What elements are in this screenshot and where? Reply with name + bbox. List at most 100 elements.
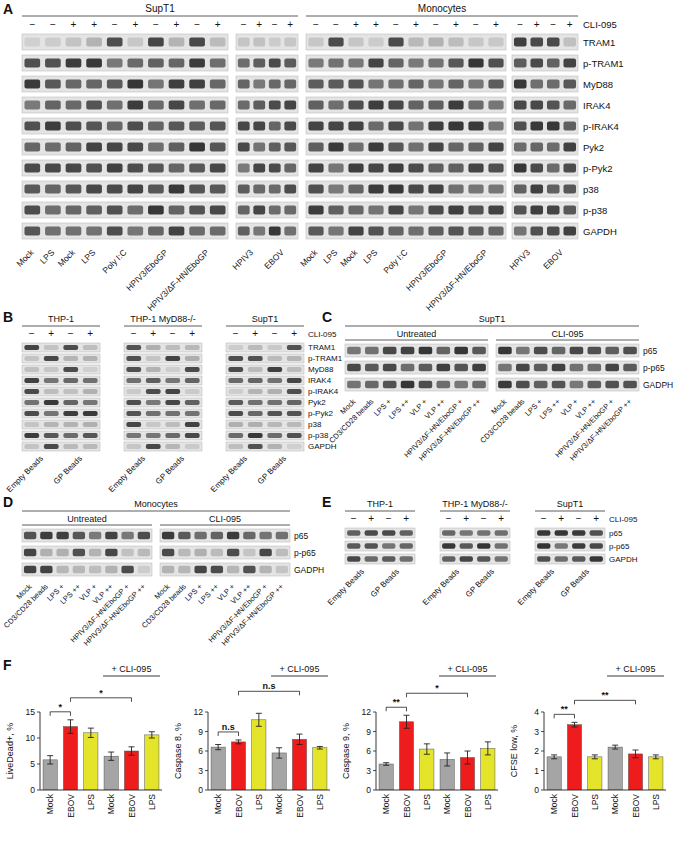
blot-band — [547, 164, 560, 173]
bar — [292, 739, 306, 790]
blot-band — [243, 566, 255, 573]
lane-label: Mock — [55, 247, 77, 269]
blot-band — [267, 356, 282, 361]
blot-band — [45, 164, 61, 173]
blot-band — [514, 101, 527, 110]
blot-band — [185, 400, 200, 405]
blot-band — [383, 347, 397, 354]
treatment-sign: − — [541, 513, 547, 524]
blot-band — [148, 59, 164, 68]
y-axis-label: CFSE low, % — [509, 725, 519, 778]
y-tick — [541, 712, 544, 713]
significance-label: n.s — [222, 722, 235, 732]
blot-band — [146, 411, 161, 416]
y-tick — [373, 731, 376, 732]
blot-band — [253, 122, 265, 131]
y-tick — [205, 751, 208, 752]
y-tick — [205, 770, 208, 771]
blot-band — [328, 227, 343, 236]
blot-band — [530, 101, 543, 110]
blot-band — [73, 532, 85, 539]
blot-band — [563, 185, 576, 194]
title-rule — [345, 326, 639, 327]
blot-band — [189, 122, 205, 131]
lane-label: Empty Beads — [421, 567, 461, 607]
y-tick-label: 10 — [26, 733, 36, 743]
treatment-sign: + — [498, 513, 504, 524]
blot-band — [448, 227, 463, 236]
blot-band — [24, 38, 40, 47]
blot-band — [388, 143, 403, 152]
blot-band — [238, 122, 250, 131]
blot-band — [259, 566, 271, 573]
blot-band — [383, 381, 397, 388]
blot-title: SupT1 — [252, 314, 279, 324]
error-bar — [129, 747, 135, 755]
bar — [124, 751, 138, 790]
significance-label: * — [99, 688, 103, 698]
blot-band — [328, 38, 343, 47]
blot-band — [56, 532, 68, 539]
blot-band — [284, 38, 296, 47]
blot-band — [552, 364, 566, 371]
blot-band — [623, 381, 637, 388]
lane-label: LPS — [361, 247, 380, 266]
blot-band — [86, 185, 102, 194]
blot-band — [148, 101, 164, 110]
blot-band — [514, 122, 527, 131]
blot-band — [121, 532, 133, 539]
blot-band — [388, 206, 403, 215]
blot-band — [45, 101, 61, 110]
blot-band — [495, 543, 508, 549]
blot-band — [210, 227, 226, 236]
blot-band — [428, 80, 443, 89]
blot-band — [66, 38, 82, 47]
lane-label: HPIV3/EboGP — [124, 247, 170, 293]
y-tick-label: 15 — [26, 707, 36, 717]
blot-band — [253, 80, 265, 89]
blot-band — [189, 206, 205, 215]
blot-strip — [345, 528, 415, 538]
blot-title: Monocytes — [134, 499, 178, 509]
blot-band — [24, 444, 39, 449]
blot-band — [428, 185, 443, 194]
blot-band — [408, 38, 423, 47]
blot-band — [24, 345, 39, 350]
error-bar — [68, 720, 74, 734]
blot-band — [287, 411, 302, 416]
blot-strip — [440, 528, 510, 538]
blot-band — [348, 143, 363, 152]
blot-band — [83, 444, 98, 449]
blot-band — [165, 378, 180, 383]
blot-band — [448, 80, 463, 89]
treatment-label: CLI-095 — [583, 19, 617, 30]
blot-band — [178, 532, 190, 539]
blot-band — [45, 143, 61, 152]
category-label: Mock — [274, 793, 284, 814]
blot-band — [210, 185, 226, 194]
lane-label: HPIV3/ΔF-HN/EboGP ++ — [417, 397, 483, 463]
blot-band — [105, 549, 117, 556]
header-rule — [22, 525, 152, 526]
y-tick-label: 12 — [362, 707, 372, 717]
blot-band — [516, 364, 530, 371]
y-tick-label: 3 — [198, 766, 203, 776]
blot-band — [276, 532, 288, 539]
bar-chart: 051015LiveDead+, %MockEBOVLPSMockEBOVLPS… — [5, 664, 162, 818]
error-bar — [88, 728, 94, 737]
blot-strip — [226, 398, 304, 407]
blot-band — [516, 381, 530, 388]
blot-band — [448, 143, 463, 152]
title-rule — [345, 511, 415, 512]
significance-label: * — [59, 702, 63, 712]
blot-band — [308, 122, 323, 131]
title-rule — [440, 511, 510, 512]
blot-strip — [22, 398, 100, 407]
blot-band — [126, 345, 141, 350]
significance-bracket — [386, 707, 406, 711]
blot-band — [248, 345, 263, 350]
blot-band — [194, 549, 206, 556]
blot-band — [86, 227, 102, 236]
blot-band — [570, 381, 584, 388]
blot-band — [267, 389, 282, 394]
